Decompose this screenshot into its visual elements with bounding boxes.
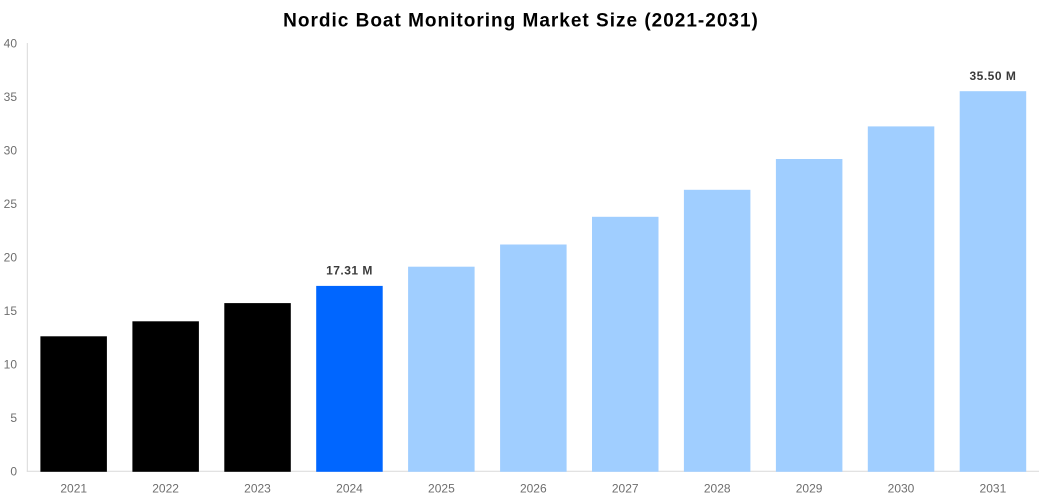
svg-text:2027: 2027 — [612, 482, 639, 496]
svg-text:2029: 2029 — [796, 482, 823, 496]
svg-text:25: 25 — [4, 197, 18, 211]
svg-text:15: 15 — [4, 304, 18, 318]
svg-text:2030: 2030 — [888, 482, 915, 496]
svg-text:0: 0 — [10, 464, 17, 478]
svg-text:2031: 2031 — [980, 482, 1007, 496]
svg-text:2028: 2028 — [704, 482, 731, 496]
svg-text:40: 40 — [4, 36, 18, 50]
svg-text:2025: 2025 — [428, 482, 455, 496]
svg-text:2026: 2026 — [520, 482, 547, 496]
svg-text:2023: 2023 — [244, 482, 271, 496]
svg-text:20: 20 — [4, 250, 18, 264]
svg-text:17.31 M: 17.31 M — [326, 264, 373, 278]
svg-text:35.50 M: 35.50 M — [969, 69, 1016, 83]
svg-text:2024: 2024 — [336, 482, 363, 496]
svg-text:2021: 2021 — [60, 482, 87, 496]
svg-text:2022: 2022 — [152, 482, 179, 496]
svg-text:35: 35 — [4, 90, 18, 104]
svg-text:30: 30 — [4, 143, 18, 157]
svg-text:10: 10 — [4, 357, 18, 371]
svg-text:5: 5 — [10, 411, 17, 425]
svg-text:Nordic Boat Monitoring Market: Nordic Boat Monitoring Market Size (2021… — [283, 11, 759, 32]
